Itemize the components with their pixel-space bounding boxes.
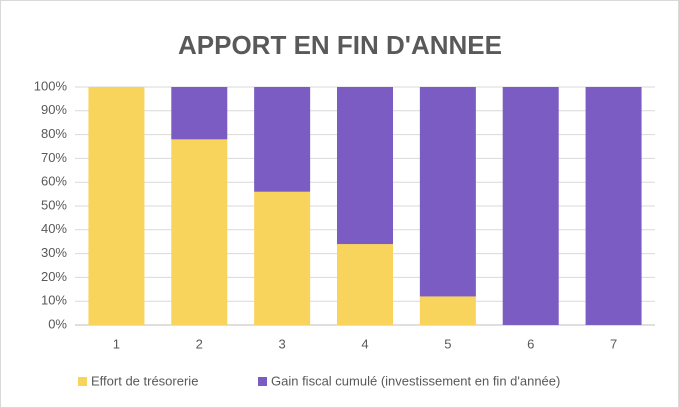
x-tick-label: 6: [527, 336, 534, 351]
bar-segment: [171, 87, 228, 140]
bar-segment: [254, 87, 311, 192]
y-tick-label: 40%: [41, 221, 67, 236]
chart-title: APPORT EN FIN D'ANNEE: [178, 30, 502, 60]
bar-segment: [502, 87, 559, 325]
x-tick-label: 3: [279, 336, 286, 351]
bar-segment: [254, 191, 311, 325]
y-tick-label: 50%: [41, 197, 67, 212]
legend-label: Effort de trésorerie: [91, 373, 198, 388]
y-tick-label: 80%: [41, 126, 67, 141]
bar-segment: [419, 87, 476, 297]
bar-segment: [171, 139, 228, 325]
legend-swatch: [78, 377, 87, 386]
legend-label: Gain fiscal cumulé (investissement en fi…: [271, 373, 560, 388]
bar-segment: [419, 296, 476, 325]
y-tick-label: 30%: [41, 245, 67, 260]
y-tick-label: 60%: [41, 174, 67, 189]
x-tick-label: 2: [196, 336, 203, 351]
bar-segment: [88, 87, 145, 325]
x-tick-label: 5: [444, 336, 451, 351]
y-tick-label: 20%: [41, 269, 67, 284]
y-tick-label: 70%: [41, 150, 67, 165]
legend-swatch: [258, 377, 267, 386]
x-tick-label: 7: [610, 336, 617, 351]
x-tick-label: 1: [113, 336, 120, 351]
x-tick-label: 4: [361, 336, 368, 351]
y-tick-label: 90%: [41, 102, 67, 117]
y-tick-label: 10%: [41, 293, 67, 308]
bar-segment: [337, 244, 393, 325]
bar-segment: [337, 87, 393, 245]
y-tick-label: 0%: [48, 316, 67, 331]
y-tick-label: 100%: [34, 78, 68, 93]
bar-segment: [585, 87, 642, 325]
